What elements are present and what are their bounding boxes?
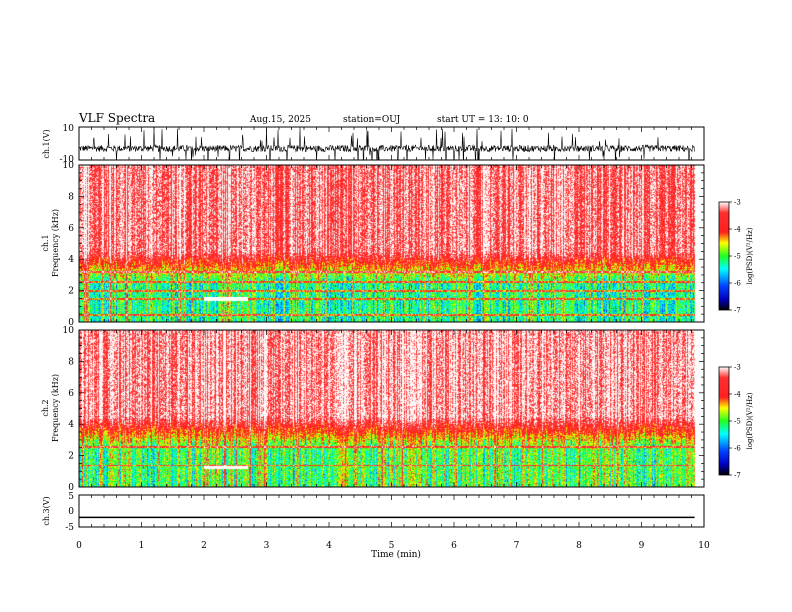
waveform-ch1-ylabel: ch.1(V) (42, 129, 51, 158)
frequency-tick-label: 6 (68, 224, 74, 234)
figure-title: VLF Spectra (78, 111, 155, 125)
date-label: Aug.15, 2025 (249, 115, 311, 125)
time-axis-tick-label: 6 (451, 541, 457, 551)
colorbar-tick-label: -6 (734, 280, 741, 288)
colorbar-ch2-ticks: -3 -4 -5 -6 -7 (729, 364, 741, 480)
colorbar-tick-label: -3 (734, 199, 741, 207)
colorbar-tick-label: -5 (734, 418, 741, 426)
frequency-tick-label: 6 (68, 389, 74, 399)
colorbar-tick-label: -4 (734, 391, 741, 399)
time-axis-tick-label: 8 (576, 541, 582, 551)
colorbar-ch1: -3 -4 -5 -6 -7 log(PSD)(V²/Hz) (718, 199, 754, 315)
waveform-ch3-ytick-bottom: -5 (65, 523, 74, 533)
waveform-ch3-ytick-mid: 0 (68, 507, 74, 517)
colorbar-ch2-label: log(PSD)(V²/Hz) (746, 392, 754, 449)
colorbar-tick-label: -5 (734, 253, 741, 261)
waveform-ch1-trace (79, 127, 695, 160)
frequency-tick-label: 0 (68, 483, 74, 493)
colorbar-tick-label: -6 (734, 445, 741, 453)
waveform-ch3-ytick-top: 5 (68, 492, 74, 502)
spectrogram-ch2-image (79, 330, 704, 487)
time-axis-tick-label: 9 (639, 541, 645, 551)
spectrogram-ch2-yticks: 0 2 4 6 8 10 (63, 326, 704, 493)
time-axis-tick-label: 3 (264, 541, 270, 551)
time-axis-tick-label: 5 (389, 541, 395, 551)
spectrogram-ch1-ylabel-channel: ch.1 (41, 234, 50, 251)
time-axis-tick-label: 1 (139, 541, 145, 551)
frequency-tick-label: 8 (68, 357, 74, 367)
colorbar-tick-label: -7 (734, 472, 741, 480)
colorbar-ch1-label: log(PSD)(V²/Hz) (746, 227, 754, 284)
waveform-ch1-ytick-bottom: -10 (60, 155, 75, 165)
frequency-tick-label: 4 (68, 255, 74, 265)
frequency-tick-label: 10 (63, 326, 75, 336)
frequency-tick-label: 2 (68, 287, 74, 297)
station-label: station=OUJ (343, 115, 401, 125)
waveform-ch1-ytick-top: 10 (63, 124, 75, 134)
colorbar-tick-label: -3 (734, 364, 741, 372)
frequency-tick-label: 10 (63, 161, 75, 171)
time-axis-tick-label: 10 (698, 541, 710, 551)
colorbar-tick-label: -7 (734, 307, 741, 315)
time-axis-tick-label: 4 (326, 541, 332, 551)
colorbar-ch1-ticks: -3 -4 -5 -6 -7 (729, 199, 741, 315)
spectrogram-ch2-ylabel-channel: ch.2 (41, 399, 50, 416)
frequency-tick-label: 8 (68, 192, 74, 202)
frequency-tick-label: 2 (68, 452, 74, 462)
frequency-tick-label: 0 (68, 318, 74, 328)
colorbar-ch2: -3 -4 -5 -6 -7 log(PSD)(V²/Hz) (718, 364, 754, 480)
time-axis-ticks (78, 127, 705, 527)
waveform-ch1-line (79, 127, 695, 160)
start-time-label: start UT = 13: 10: 0 (437, 115, 529, 125)
spectrogram-ch1-panel: 0 2 4 6 8 10 ch.1 Frequency (kHz) (41, 161, 705, 328)
colorbar-ch2-gradient (718, 366, 730, 476)
time-axis-label: Time (min) (371, 549, 421, 560)
time-axis-tick-label: 7 (514, 541, 520, 551)
waveform-ch3-ylabel: ch.3(V) (42, 496, 51, 525)
spectrogram-ch2-ylabel-frequency: Frequency (kHz) (51, 374, 60, 442)
spectrogram-ch2-panel: 0 2 4 6 8 10 ch.2 Frequency (kHz) (41, 326, 705, 493)
colorbar-ch1-gradient (718, 201, 730, 311)
frequency-tick-label: 4 (68, 420, 74, 430)
spectrogram-ch1-yticks: 0 2 4 6 8 10 (63, 161, 704, 328)
time-axis-tick-label: 0 (76, 541, 82, 551)
colorbar-tick-label: -4 (734, 226, 741, 234)
spectrogram-ch1-ylabel-frequency: Frequency (kHz) (51, 209, 60, 277)
time-axis-tick-label: 2 (201, 541, 207, 551)
spectrogram-ch1-image (79, 165, 704, 322)
time-axis-tick-labels: 0 1 2 3 4 5 6 7 8 9 10 (76, 541, 710, 551)
